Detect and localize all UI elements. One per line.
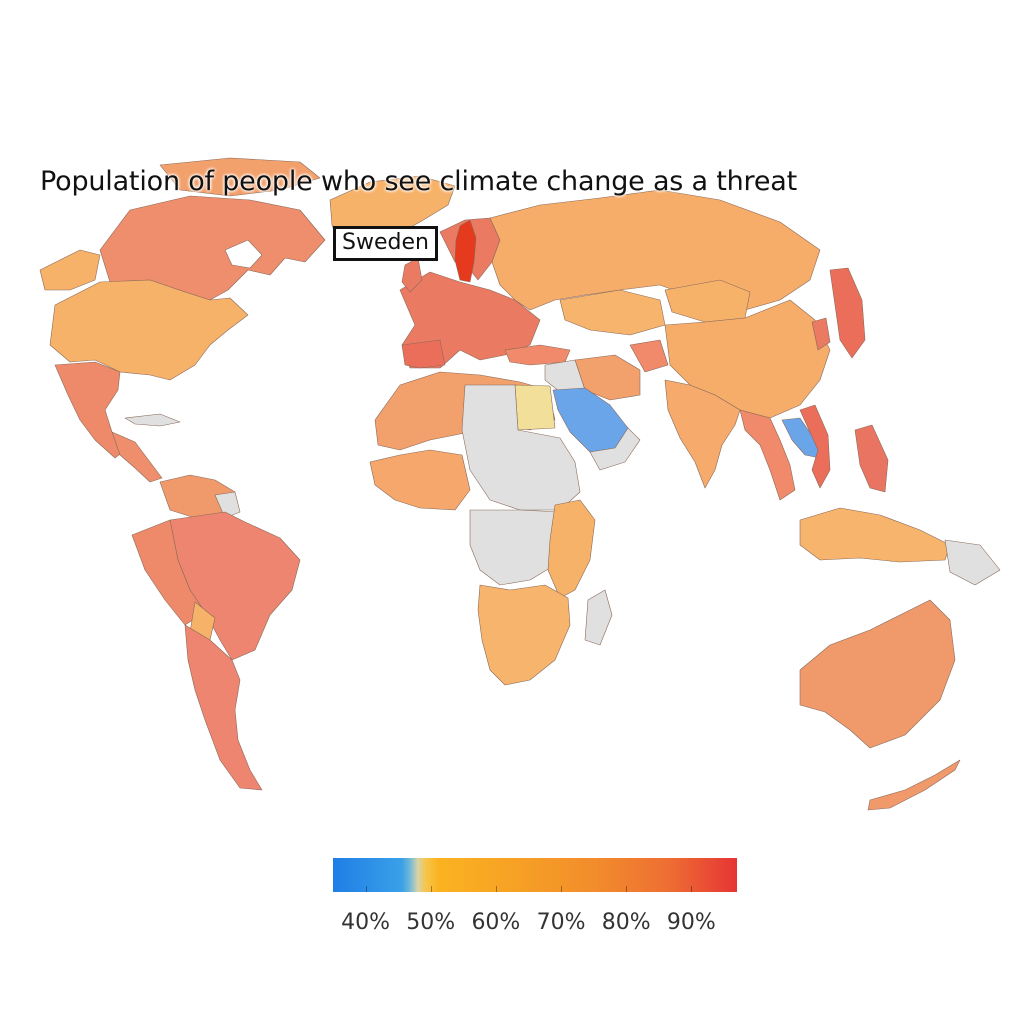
color-scale-tick bbox=[561, 886, 563, 892]
india[interactable] bbox=[664, 379, 741, 489]
map-title: Population of people who see climate cha… bbox=[40, 166, 798, 197]
color-scale-tick-label: 80% bbox=[601, 910, 651, 935]
west-africa[interactable] bbox=[369, 449, 471, 511]
color-scale-ticks bbox=[333, 858, 737, 892]
japan[interactable] bbox=[829, 267, 866, 359]
indonesia[interactable] bbox=[799, 507, 951, 563]
sweden[interactable] bbox=[454, 219, 477, 283]
myanmar-thailand[interactable] bbox=[739, 409, 796, 501]
color-scale-tick-label: 40% bbox=[341, 910, 391, 935]
color-scale-tick bbox=[495, 886, 497, 892]
argentina-chile[interactable] bbox=[184, 624, 263, 791]
hudson-bay bbox=[224, 239, 263, 269]
kazakhstan[interactable] bbox=[559, 289, 666, 336]
russia[interactable] bbox=[489, 189, 821, 311]
egypt[interactable] bbox=[514, 384, 556, 431]
southern-africa[interactable] bbox=[477, 584, 571, 686]
cuba[interactable] bbox=[124, 413, 181, 427]
arctic-islands[interactable] bbox=[159, 157, 321, 197]
color-scale-tick-label: 60% bbox=[471, 910, 521, 935]
guianas[interactable] bbox=[214, 491, 241, 519]
yemen-oman[interactable] bbox=[589, 427, 641, 471]
australia[interactable] bbox=[799, 599, 956, 749]
united-states[interactable] bbox=[49, 279, 249, 381]
madagascar[interactable] bbox=[584, 589, 613, 646]
central-america[interactable] bbox=[111, 431, 163, 483]
color-scale-tick-label: 90% bbox=[666, 910, 716, 935]
central-africa[interactable] bbox=[469, 509, 571, 586]
korea[interactable] bbox=[811, 317, 831, 351]
east-africa[interactable] bbox=[547, 499, 596, 599]
papua[interactable] bbox=[944, 539, 1001, 586]
color-scale-tick bbox=[430, 886, 432, 892]
new-zealand[interactable] bbox=[867, 759, 961, 811]
color-scale-tick-label: 50% bbox=[406, 910, 456, 935]
philippines[interactable] bbox=[854, 424, 889, 493]
color-scale-bar bbox=[333, 858, 737, 892]
sahel-nodata[interactable] bbox=[461, 384, 581, 511]
afghanistan[interactable] bbox=[629, 339, 669, 373]
mexico[interactable] bbox=[54, 361, 126, 459]
highlight-country-label: Sweden bbox=[333, 226, 438, 261]
iberia[interactable] bbox=[401, 339, 446, 369]
alaska[interactable] bbox=[39, 249, 101, 291]
vietnam[interactable] bbox=[799, 404, 831, 489]
color-scale-tick bbox=[626, 886, 628, 892]
color-scale-tick-label: 70% bbox=[536, 910, 586, 935]
color-scale-tick bbox=[365, 886, 367, 892]
color-scale-tick bbox=[691, 886, 693, 892]
